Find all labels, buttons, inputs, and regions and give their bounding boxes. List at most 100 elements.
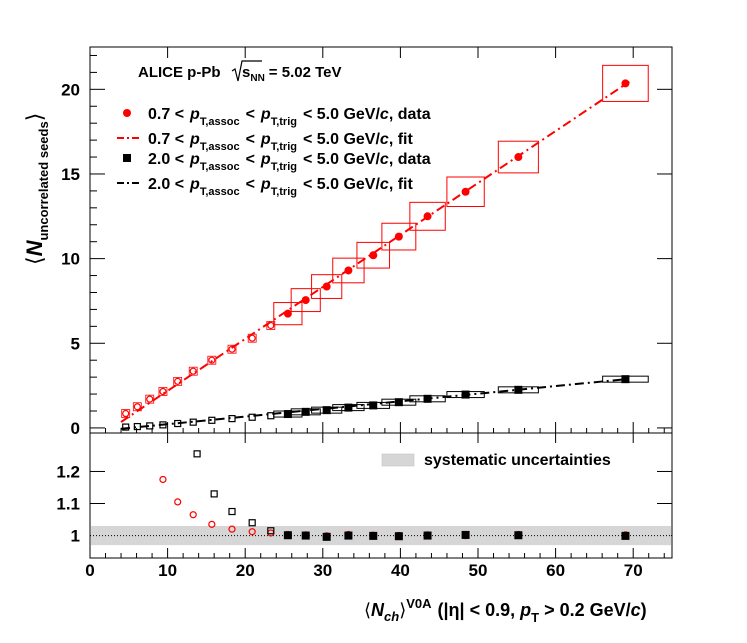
syst-box-red [602,64,649,102]
data-point [189,367,197,375]
data-point [301,296,310,305]
ratio-point [228,525,236,533]
ratio-point [621,531,630,540]
ratio-point [228,507,236,516]
syst-box-red [332,257,365,284]
y-tick-label-bottom: 1.1 [56,495,80,514]
data-point [228,415,236,423]
legend-entry-2: 0.7 < pT,assoc < pT,trig < 5.0 GeV/c, fit [148,131,413,153]
syst-box-red [273,302,303,326]
y-tick-label-bottom: 1 [71,527,80,546]
ratio-point [159,475,167,484]
data-point [461,187,470,196]
syst-box-red-open [173,376,183,386]
data-point [248,334,256,342]
data-point [122,409,130,418]
syst-box-red [311,274,343,299]
ratio-point [423,531,432,540]
data-point [267,412,275,420]
legend-marker-syst-band [381,453,415,467]
syst-box-red [446,176,485,207]
data-point [283,410,292,419]
y-tick-label-top: 20 [61,80,80,99]
data-point [267,321,275,330]
data-point [208,356,216,364]
syst-box-red [497,140,539,174]
x-tick-label: 20 [236,561,255,580]
syst-box-red-open [227,344,237,354]
data-point [122,423,130,431]
syst-box-red [290,288,321,313]
x-tick-label: 40 [391,561,410,580]
data-point [159,421,167,429]
data-point [461,390,470,399]
syst-box-red-open [207,355,217,365]
x-axis-label: ⟨Nch⟩V0A (|η| < 0.9, pT > 0.2 GeV/c) [364,596,647,625]
data-point [133,403,141,411]
x-tick-label: 30 [313,561,332,580]
legend-entry-3: 2.0 < pT,assoc < pT,trig < 5.0 GeV/c, data [148,151,431,173]
y-tick-label-top: 0 [71,419,80,438]
syst-box-red-open [247,333,257,343]
legend-entry-1: 0.7 < pT,assoc < pT,trig < 5.0 GeV/c, data [148,106,431,128]
x-tick-label: 70 [624,561,643,580]
x-tick-label: 50 [469,561,488,580]
data-points-layer [121,64,649,541]
x-tick-label: 60 [546,561,565,580]
syst-box-red-open [266,321,276,330]
syst-box-red-open [158,387,168,396]
ratio-point [248,519,256,527]
data-point [208,416,216,424]
data-point [189,418,197,426]
data-point [394,398,403,407]
data-point [423,394,432,403]
data-point [228,345,236,353]
ratio-point [189,511,197,519]
data-point [322,406,331,415]
y-tick-label-top: 15 [61,165,80,184]
data-point [394,232,403,241]
svg-text:sNN= 5.02 TeV: sNN = 5.02 TeV [242,64,341,84]
data-point [301,407,310,416]
y-axis-label: ⟨Nuncorrelated seeds⟩ [22,113,51,265]
data-point [514,153,523,162]
ratio-point [208,520,216,528]
ratio-point [283,531,292,540]
ratio-point [210,490,218,498]
collaboration-label: ALICE p-Pb sNN = 5.02 TeV [138,60,341,84]
legend-entry-4: 2.0 < pT,assoc < pT,trig < 5.0 GeV/c, fit [148,176,413,198]
tick-labels-layer: 0 10 20 30 40 50 60 70 0 5 10 15 20 1 1.1 1.2 [56,80,642,580]
data-point [248,413,256,421]
data-point [146,422,154,430]
data-point [344,403,353,412]
x-tick-label: 10 [158,561,177,580]
bottom-legend: systematic uncertainties [381,452,611,469]
syst-box-red-open [121,409,131,418]
y-tick-label-top: 5 [71,334,80,353]
axis-ticks [89,47,672,558]
syst-box-red-open [188,366,198,376]
top-panel-frame [89,46,673,434]
ratio-point [369,531,378,540]
ratio-point [322,532,331,541]
ratio-point [193,450,201,458]
data-point [369,401,378,410]
ratio-point [248,528,256,536]
data-point [514,385,523,394]
syst-box-red [381,222,417,251]
data-point [146,395,154,403]
data-point [159,387,167,396]
data-point [423,212,432,221]
syst-box-red [409,201,446,231]
ratio-point [344,531,353,540]
ratio-point [267,527,275,535]
ratio-point [514,531,523,540]
ratio-point [394,532,403,541]
ratio-point [301,531,310,540]
top-legend: 0.7 < pT,assoc < pT,trig < 5.0 GeV/c, data 0… [117,106,431,198]
legend-entry-syst: systematic uncertainties [424,452,611,469]
x-tick-label: 0 [85,561,94,580]
data-point [344,266,353,275]
data-point [174,419,182,428]
